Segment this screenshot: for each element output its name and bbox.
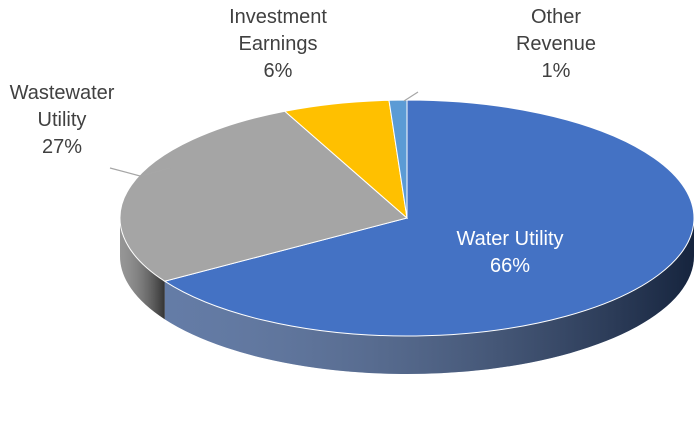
category-label: Investment Earnings [229,6,327,55]
leader-line [403,91,419,102]
slice [163,99,695,337]
slice-label: Water Utility 66% [410,226,610,280]
pie-sides [120,218,695,375]
value-label: 66% [489,255,531,277]
slice-side-shade [120,218,165,320]
slice [119,110,409,282]
slice-label: Investment Earnings 6% [208,4,348,85]
value-label: 1% [541,60,571,82]
slice [388,99,408,219]
leader-line [109,167,171,177]
slice-side-shade [164,218,695,375]
category-label: Other Revenue [515,6,597,55]
category-label: Water Utility [456,228,564,250]
pie-tops [119,99,695,337]
slice-label: Wastewater Utility 27% [0,80,127,161]
value-label: 6% [263,60,293,82]
value-label: 27% [41,136,83,158]
category-label: Wastewater Utility [9,82,115,131]
slice-label: Other Revenue 1% [506,4,606,85]
leader-lines [109,91,419,177]
